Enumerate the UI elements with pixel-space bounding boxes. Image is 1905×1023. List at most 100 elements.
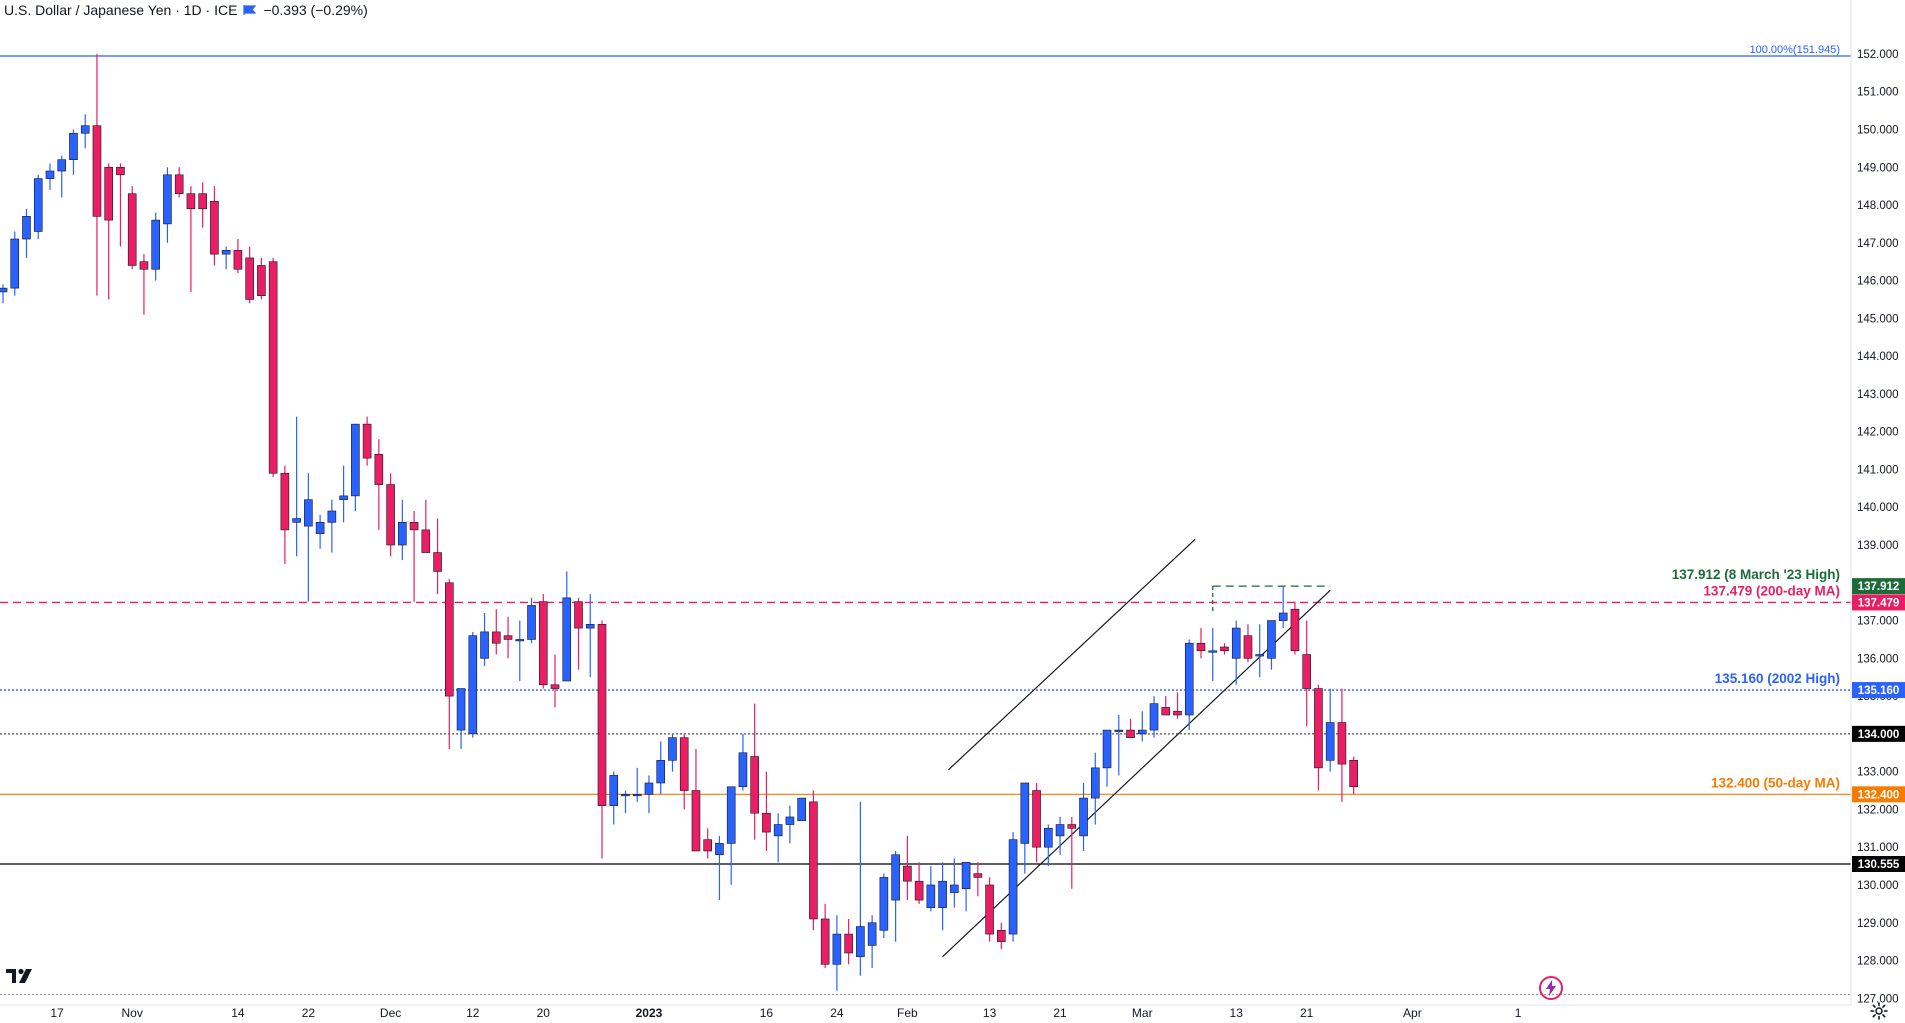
- candle-body: [773, 824, 783, 837]
- candle-44: [515, 620, 525, 681]
- candle-105: [1231, 620, 1241, 685]
- candle-7: [80, 114, 90, 149]
- candle-2: [22, 208, 31, 258]
- candle-60: [703, 828, 713, 859]
- candle-body: [315, 522, 325, 534]
- candle-body: [867, 922, 877, 946]
- candle-body: [468, 635, 478, 735]
- candle-41: [480, 612, 489, 666]
- candle-99: [1161, 696, 1171, 716]
- candle-body: [127, 193, 137, 266]
- candle-100: [1173, 692, 1182, 719]
- candle-body: [750, 756, 759, 814]
- horizontal-levels: [0, 55, 1851, 996]
- price-tick-label: 141.000: [1857, 464, 1899, 476]
- candle-body: [456, 688, 466, 731]
- candle-body: [1020, 782, 1030, 844]
- candle-body: [186, 193, 196, 210]
- level-label-5: 132.400 (50-day MA): [1711, 775, 1840, 790]
- candle-47: [550, 654, 560, 708]
- candle-64: [750, 703, 759, 840]
- candle-72: [844, 918, 853, 965]
- candle-body: [762, 812, 771, 833]
- price-badge-2: 135.160: [1852, 682, 1905, 699]
- candle-body: [550, 684, 560, 689]
- symbol-title[interactable]: U.S. Dollar / Japanese Yen · 1D · ICE: [4, 2, 238, 18]
- candle-body: [374, 454, 384, 485]
- candle-69: [809, 790, 818, 931]
- price-tick-label: 137.000: [1857, 616, 1899, 628]
- candle-43: [503, 616, 513, 659]
- candle-107: [1255, 624, 1265, 678]
- candle-111: [1302, 620, 1311, 727]
- candle-70: [820, 903, 830, 969]
- candle-84: [985, 877, 994, 942]
- candle-body: [1102, 729, 1112, 769]
- candle-body: [362, 423, 372, 459]
- candle-71: [832, 915, 842, 991]
- candle-body: [668, 737, 677, 761]
- candle-body: [1079, 797, 1088, 837]
- candle-30: [351, 423, 360, 512]
- time-axis[interactable]: 17 Nov 14 22 Dec 12 20 2023 16 24 Feb 13 21 Mar 13 21 Ap…: [50, 1006, 1521, 1020]
- candle-body: [609, 775, 619, 806]
- candle-86: [1008, 832, 1018, 942]
- candle-body: [973, 873, 983, 878]
- candle-body: [656, 760, 666, 784]
- badge-bg: [1852, 725, 1905, 742]
- candle-body: [1267, 620, 1276, 659]
- candle-112: [1314, 684, 1323, 791]
- candle-103: [1208, 628, 1218, 681]
- candle-62: [726, 786, 736, 885]
- gear-icon[interactable]: [1870, 1002, 1888, 1020]
- candle-27: [315, 514, 325, 549]
- candle-115: [1349, 756, 1358, 795]
- candle-34: [398, 499, 407, 561]
- price-tick-label: 149.000: [1857, 162, 1899, 174]
- candle-8: [92, 53, 102, 296]
- lightning-icon[interactable]: [1538, 975, 1564, 1001]
- tradingview-logo[interactable]: [6, 967, 38, 985]
- candle-89: [1044, 824, 1053, 867]
- price-tick-label: 128.000: [1857, 956, 1899, 968]
- candle-5: [57, 155, 67, 198]
- candle-10: [116, 163, 125, 247]
- price-badge-3: 134.000: [1852, 725, 1905, 742]
- candle-body: [738, 752, 748, 788]
- candle-95: [1114, 714, 1124, 776]
- candle-body: [116, 166, 125, 176]
- price-tick-label: 147.000: [1857, 238, 1899, 250]
- candle-38: [445, 578, 454, 749]
- candle-106: [1243, 624, 1253, 663]
- flag-icon[interactable]: [243, 5, 257, 15]
- candle-body: [245, 257, 254, 300]
- candle-body: [421, 529, 431, 553]
- price-badges: 137.912 137.479 135.160 134.000 132.400 130.5…: [1852, 578, 1905, 873]
- candle-50: [585, 594, 595, 678]
- candle-90: [1055, 816, 1065, 855]
- candle-0: [0, 284, 8, 304]
- candle-13: [151, 212, 160, 281]
- candle-body: [1137, 729, 1147, 735]
- candle-body: [268, 261, 278, 474]
- price-tick-label: 140.000: [1857, 502, 1899, 514]
- time-tick-label: 16: [760, 1006, 774, 1020]
- price-tick-label: 130.000: [1857, 880, 1899, 892]
- badge-bg: [1852, 682, 1905, 699]
- level-labels: 100.00%(151.945) 137.912 (8 March '23 Hig…: [1672, 44, 1840, 790]
- candle-98: [1149, 696, 1159, 738]
- candle-51: [597, 620, 607, 859]
- candle-body: [1055, 824, 1065, 837]
- candle-67: [785, 805, 795, 844]
- candle-79: [926, 866, 936, 912]
- candle-109: [1278, 586, 1288, 629]
- candle-58: [679, 733, 689, 810]
- candle-body: [679, 737, 689, 791]
- candle-14: [163, 167, 172, 243]
- candle-body: [961, 862, 971, 890]
- candle-body: [562, 597, 572, 682]
- price-tick-label: 148.000: [1857, 200, 1899, 212]
- candle-body: [1243, 635, 1253, 659]
- candle-75: [879, 873, 889, 938]
